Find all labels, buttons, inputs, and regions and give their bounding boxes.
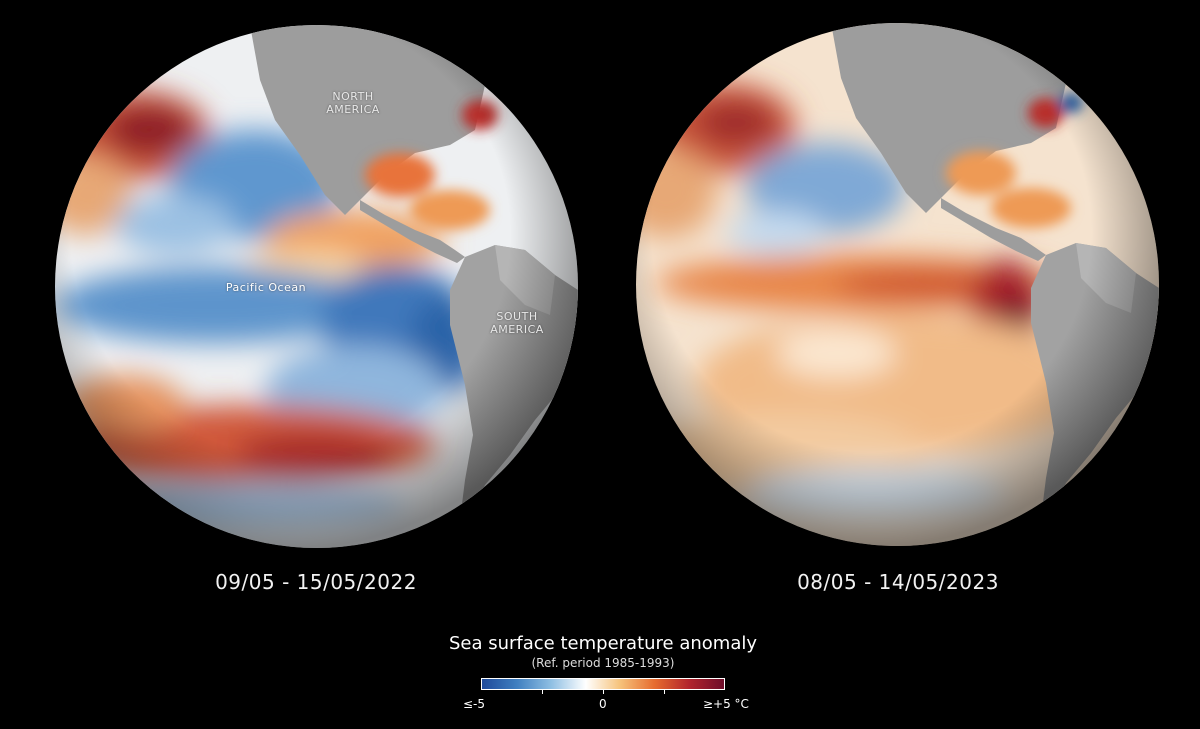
- legend-zero-label: 0: [599, 697, 607, 711]
- globe-2022-map: [55, 25, 578, 548]
- label-north-america: NORTH AMERICA: [326, 90, 380, 116]
- label-south-america: SOUTH AMERICA: [490, 310, 544, 336]
- legend-title: Sea surface temperature anomaly: [448, 633, 758, 654]
- colorbar-tick: [664, 690, 665, 694]
- colorbar-tick: [603, 690, 604, 694]
- globe-2023-map: [636, 23, 1159, 546]
- label-pacific-ocean: Pacific Ocean: [225, 281, 307, 294]
- globe-2022: [55, 25, 578, 548]
- legend-subtitle: (Ref. period 1985-1993): [531, 656, 675, 670]
- legend-max-label: ≥+5 °C: [703, 697, 749, 711]
- legend-colorbar: [481, 678, 725, 690]
- colorbar-tick: [542, 690, 543, 694]
- legend-min-label: ≤-5: [463, 697, 486, 711]
- date-label-2023: 08/05 - 14/05/2023: [797, 570, 999, 594]
- globe-2023: [636, 23, 1159, 546]
- date-label-2022: 09/05 - 15/05/2022: [215, 570, 417, 594]
